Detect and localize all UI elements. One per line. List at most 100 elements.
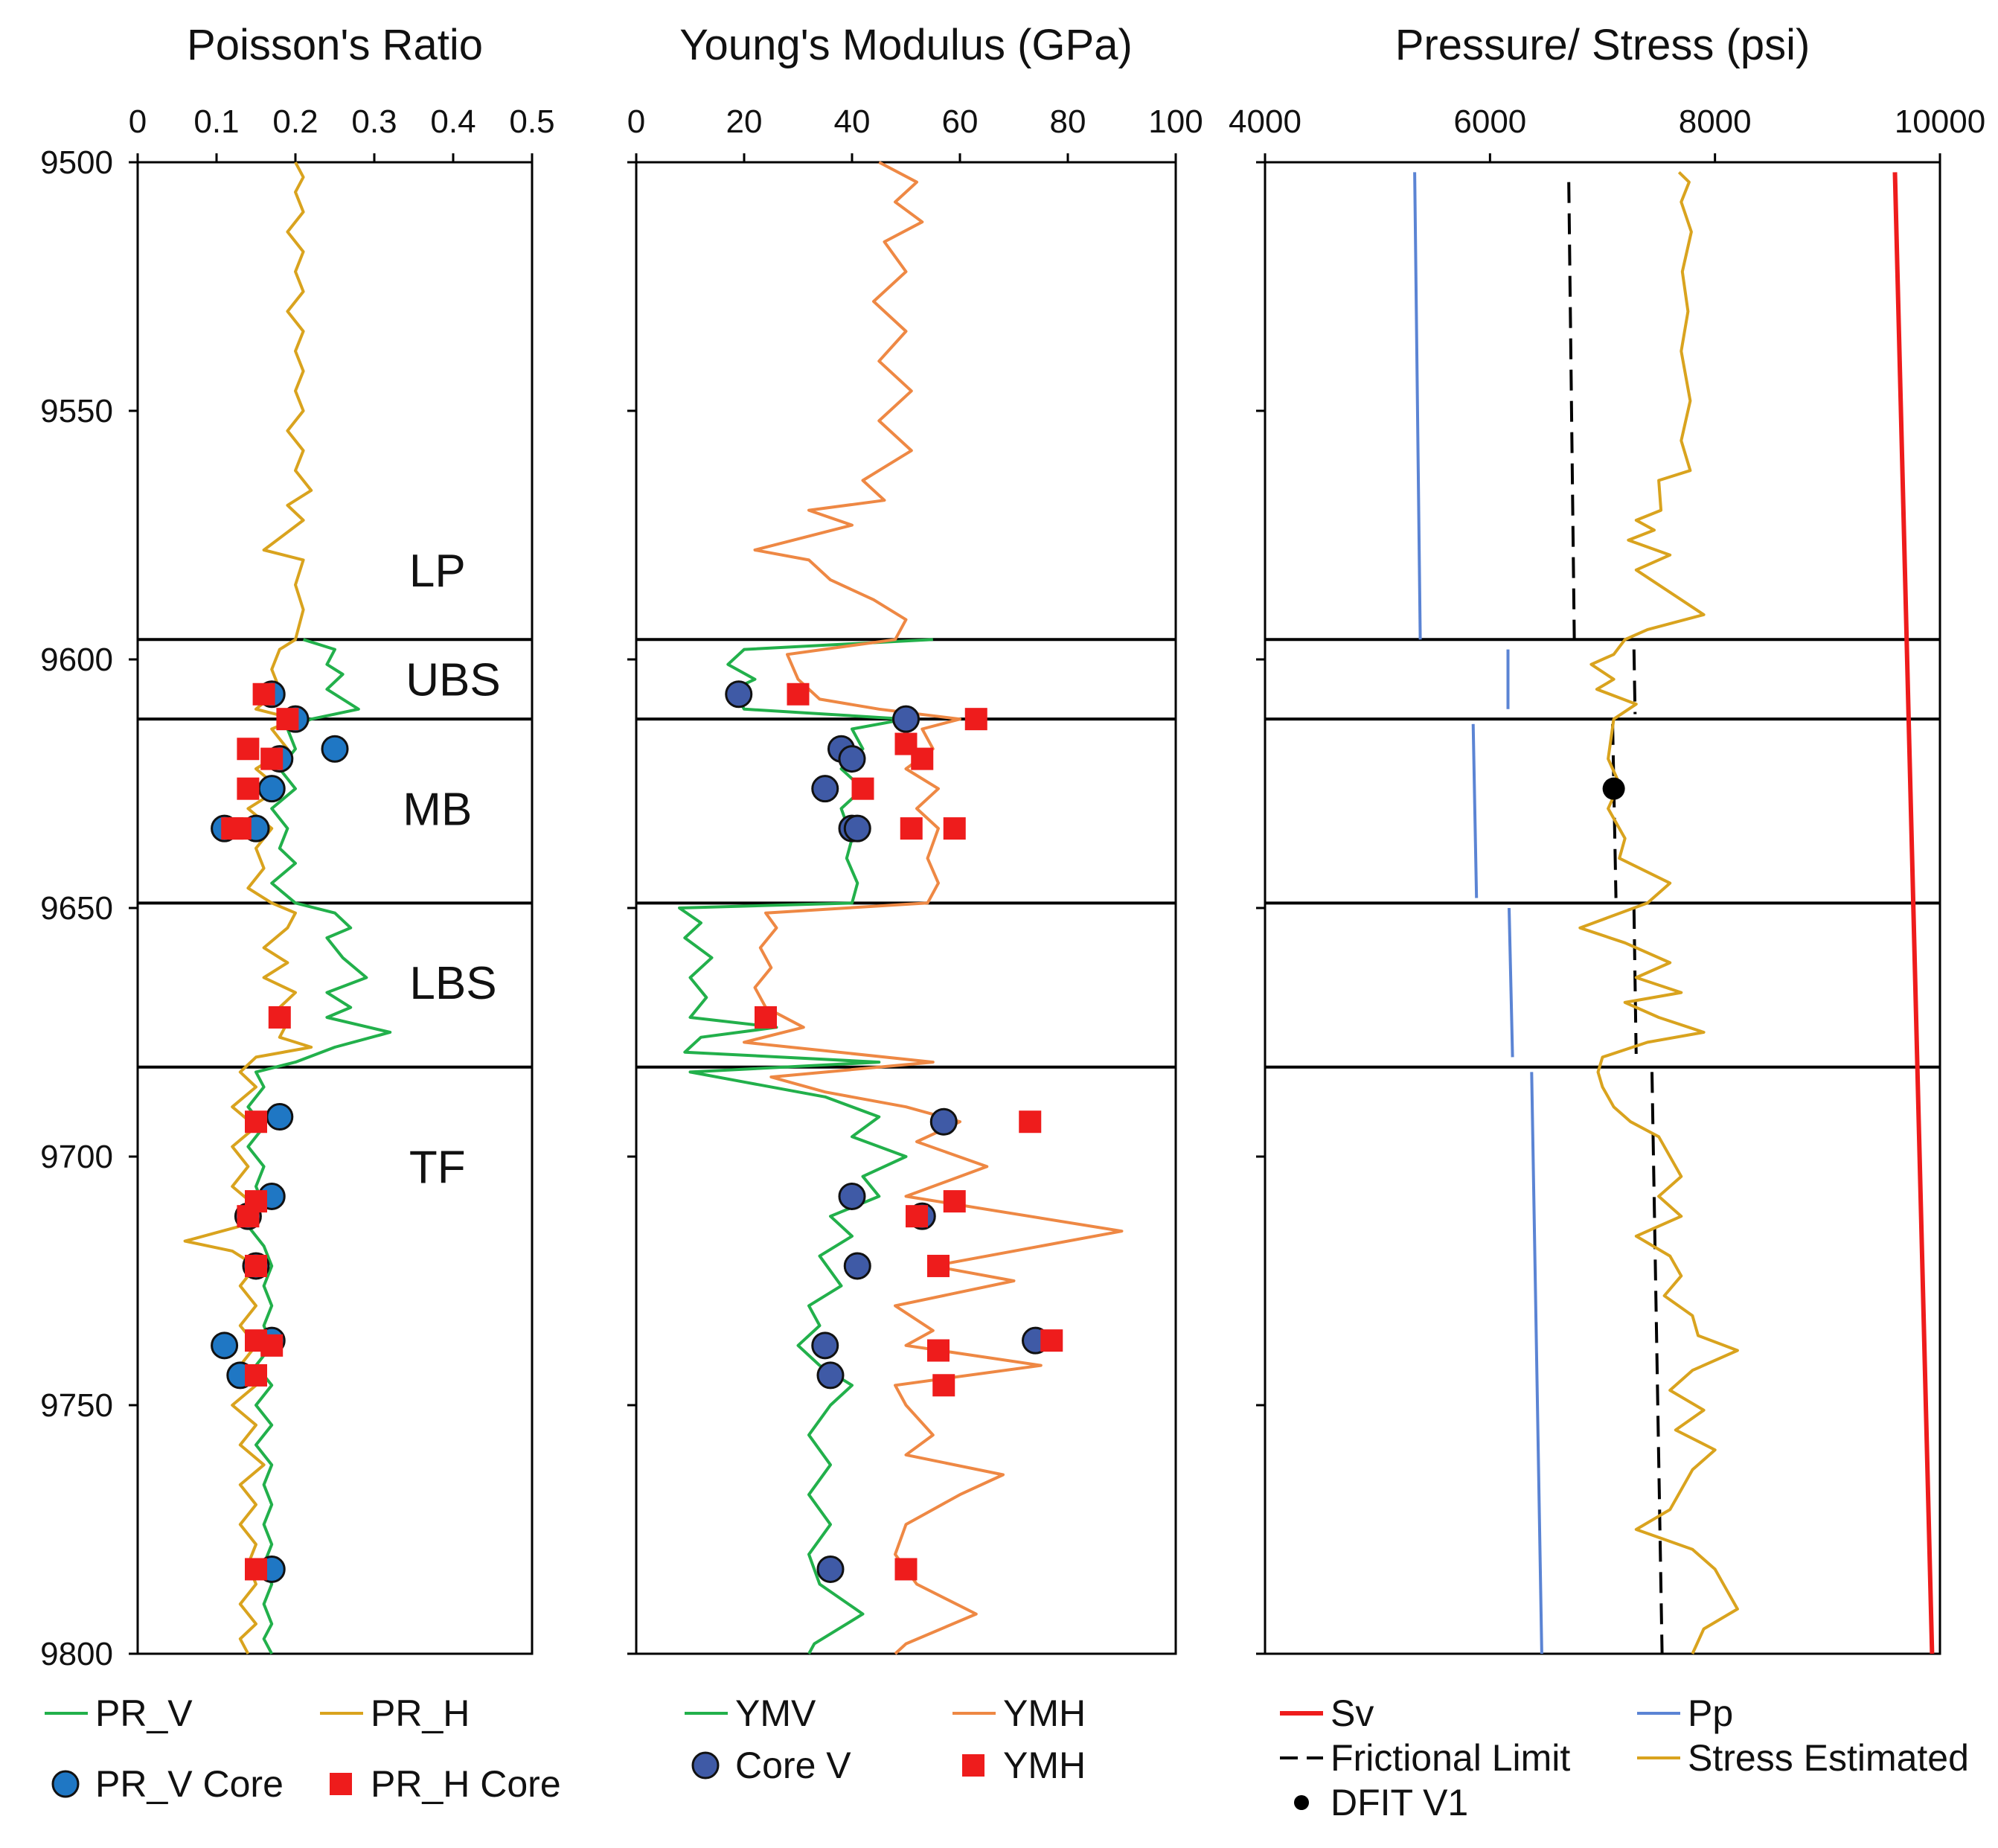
x-tick-label: 0.4: [430, 103, 476, 140]
panel-title: Pressure/ Stress (psi): [1395, 21, 1810, 69]
x-tick-label: 80: [1050, 103, 1086, 140]
y-tick-label: 9550: [40, 393, 113, 429]
data-point: [755, 1005, 777, 1029]
series-line: [246, 638, 392, 1654]
data-point: [927, 1254, 950, 1277]
x-tick-label: 60: [942, 103, 979, 140]
x-tick-label: 8000: [1679, 103, 1752, 140]
legend-swatch: [51, 1770, 80, 1798]
data-point: [260, 747, 284, 770]
panel-1: Poisson's Ratio 0 0.1 0.2 0.3 0.4 0.5 9500 9550 9…: [40, 21, 561, 1805]
legend-3: Sv Pp Frictional Limit Stress Estimated DFIT…: [1280, 1692, 1969, 1823]
data-point: [211, 1331, 239, 1360]
x-tick-label: 10000: [1895, 103, 1985, 140]
data-point: [943, 817, 966, 840]
x-tick-label: 0.3: [351, 103, 397, 140]
data-point: [964, 708, 987, 731]
series-ymh: [743, 161, 1124, 1655]
series-frictional-limit: [1567, 182, 1664, 1654]
data-point: [1040, 1329, 1063, 1352]
series-line: [1611, 723, 1618, 898]
zone-label: MB: [403, 784, 472, 835]
x-tick-label: 0: [129, 103, 147, 140]
x-tick-label: 0.5: [509, 103, 554, 140]
data-point: [843, 814, 871, 843]
series-line: [743, 161, 1124, 1655]
y-tick-label: 9500: [40, 144, 113, 181]
series-pp: [1413, 172, 1543, 1654]
data-point: [1019, 1110, 1042, 1134]
data-point: [851, 777, 874, 800]
series-ymv: [678, 638, 933, 1654]
data-point: [838, 1182, 866, 1210]
legend-label: Pp: [1688, 1692, 1733, 1734]
y-tick-label: 9650: [40, 890, 113, 927]
legend-label: Core V: [735, 1745, 851, 1786]
zone-label: LP: [409, 546, 466, 597]
data-point: [900, 817, 923, 840]
series-stress-estimated: [1578, 170, 1739, 1654]
x-tick-label: 0.1: [193, 103, 239, 140]
data-point: [276, 708, 299, 731]
data-point: [245, 1110, 267, 1134]
y-tick-label: 9800: [40, 1636, 113, 1672]
zone-label: TF: [409, 1142, 466, 1193]
data-point: [932, 1374, 955, 1397]
legend-label: Frictional Limit: [1331, 1737, 1570, 1779]
panel-2: Young's Modulus (GPa) 0 20 40 60 80 100 YMV YMH C…: [627, 21, 1203, 1786]
zone-label: LBS: [409, 958, 496, 1009]
data-point: [228, 817, 252, 840]
data-point: [245, 1254, 267, 1277]
series-line: [183, 162, 313, 1654]
y-tick-label: 9700: [40, 1139, 113, 1175]
x-tick-label: 40: [834, 103, 871, 140]
data-point: [252, 682, 275, 706]
y-tick-label: 9600: [40, 642, 113, 678]
series-pr-h: [183, 162, 313, 1654]
x-tick-label: 20: [726, 103, 763, 140]
series-line: [1632, 649, 1637, 714]
x-tick-label: 0: [627, 103, 645, 140]
data-point: [237, 738, 260, 761]
panel-3: Pressure/ Stress (psi) 4000 6000 8000 10000 S…: [1229, 21, 1985, 1823]
x-tick-label: 6000: [1453, 103, 1526, 140]
legend-label: PR_H: [371, 1692, 470, 1734]
x-tick-label: 4000: [1229, 103, 1301, 140]
legend-label: YMH: [1003, 1692, 1086, 1734]
zone-label: UBS: [406, 655, 500, 706]
series-line: [1567, 182, 1576, 645]
series-line: [1413, 172, 1422, 640]
plot-frame: [1264, 161, 1941, 1655]
data-point: [811, 1331, 839, 1360]
data-point: [260, 1334, 284, 1357]
series-pr-h-core: [221, 682, 299, 1581]
x-tick-label: 0.2: [272, 103, 318, 140]
legend-label: YMV: [735, 1692, 816, 1734]
legend-label: PR_V: [95, 1692, 193, 1734]
data-point: [894, 1558, 918, 1581]
series-pr-v: [246, 638, 392, 1654]
series-line: [1892, 172, 1935, 1654]
legend-label: DFIT V1: [1331, 1782, 1468, 1823]
data-point: [906, 1205, 928, 1228]
data-point: [237, 777, 260, 800]
series-line: [1530, 1072, 1543, 1654]
data-point: [725, 680, 753, 709]
plot-frame: [136, 161, 534, 1655]
legend-2: YMV YMH Core V YMH: [685, 1692, 1086, 1786]
data-point: [838, 745, 866, 773]
data-point: [811, 775, 839, 803]
data-point: [245, 1558, 267, 1581]
series-line: [1471, 723, 1479, 898]
data-point: [943, 1190, 966, 1213]
data-point: [787, 682, 810, 706]
legend-1: PR_V PR_H PR_V Core PR_H Core: [45, 1692, 561, 1805]
legend-label: PR_H Core: [371, 1763, 561, 1805]
data-point: [892, 705, 920, 733]
series-line: [1508, 907, 1514, 1058]
data-point: [929, 1107, 958, 1136]
series-core-v: [725, 680, 1049, 1583]
legend-label: Sv: [1331, 1692, 1374, 1734]
